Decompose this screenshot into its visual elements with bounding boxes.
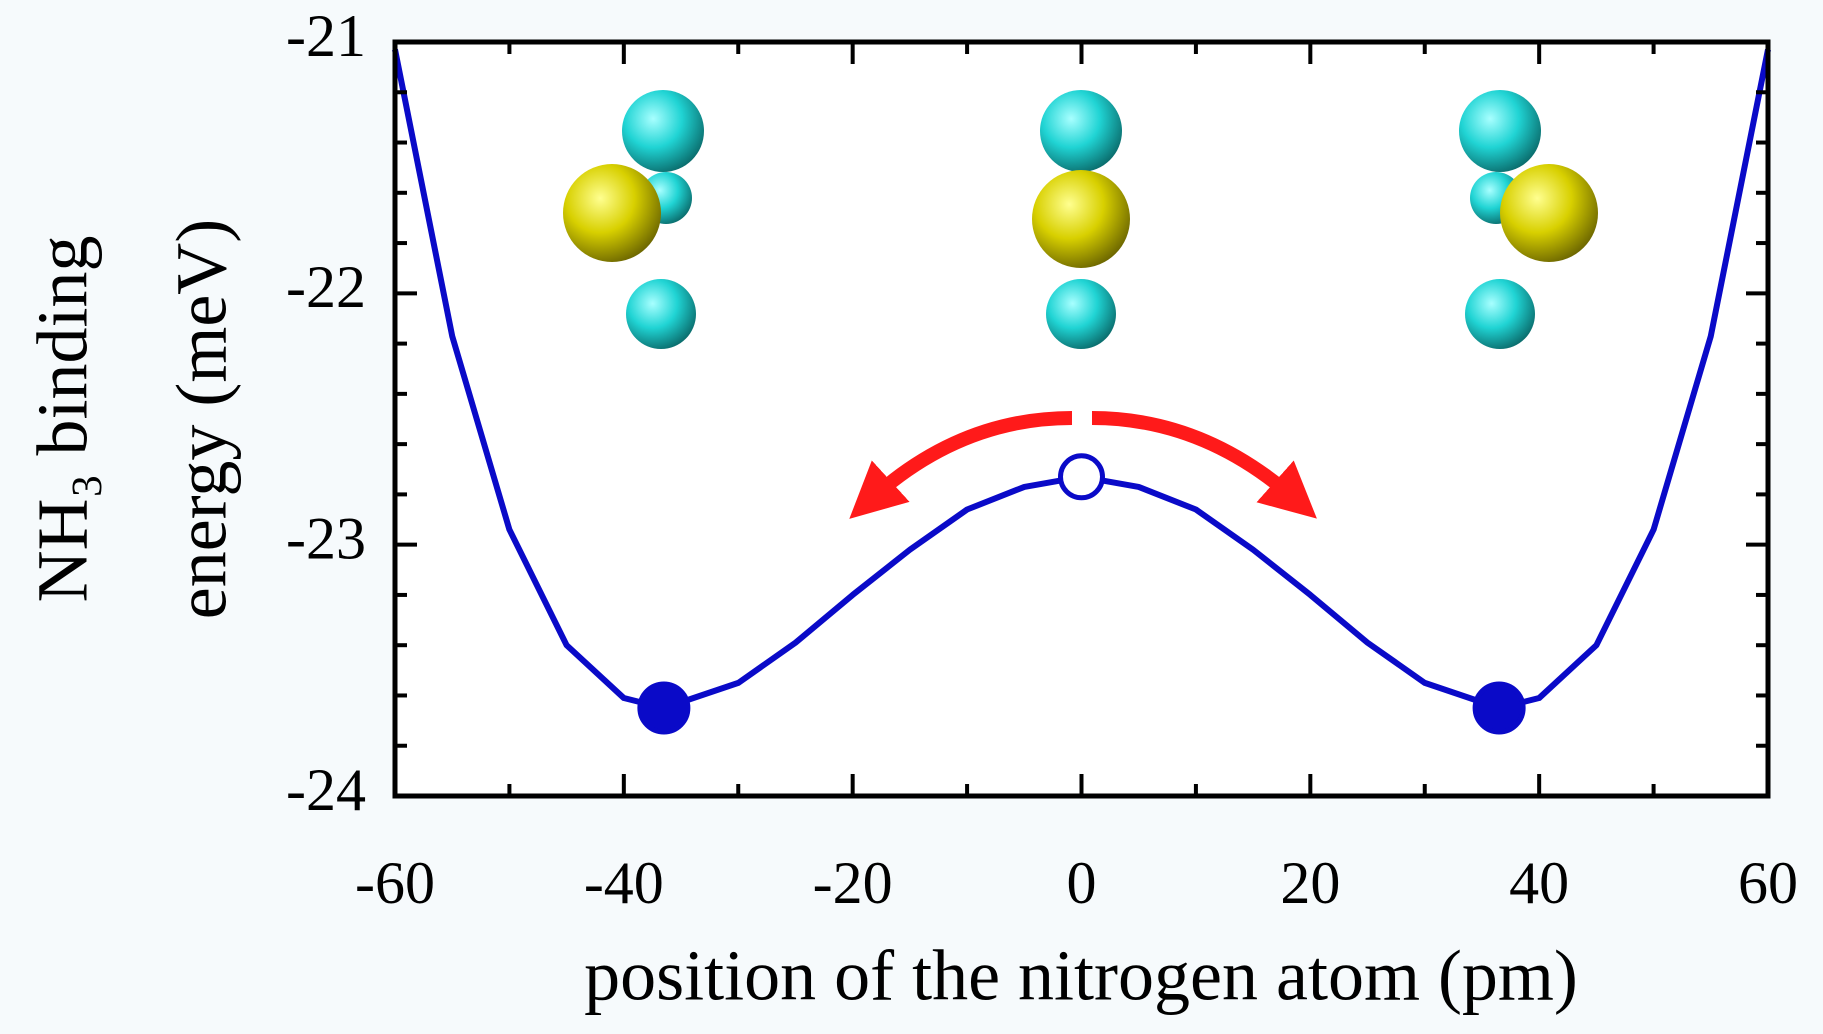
- y-tick-label: -23: [286, 505, 366, 571]
- x-axis-label: position of the nitrogen atom (pm): [584, 936, 1578, 1016]
- x-tick-label: 20: [1280, 850, 1340, 916]
- x-tick-label: -20: [813, 850, 893, 916]
- y-axis-label: NH₃ binding: [23, 235, 103, 602]
- x-tick-label: -40: [584, 850, 664, 916]
- minimum-point: [637, 681, 691, 735]
- x-tick-label: 60: [1738, 850, 1798, 916]
- x-tick-label: 0: [1067, 850, 1097, 916]
- molecule-illustrations: [563, 90, 1598, 349]
- x-tick-label: 40: [1509, 850, 1569, 916]
- y-tick-label: -22: [286, 254, 366, 320]
- y-tick-label: -21: [286, 3, 366, 69]
- x-tick-label: -60: [355, 850, 435, 916]
- maximum-point: [1058, 453, 1105, 501]
- minimum-point: [1472, 681, 1526, 735]
- arrows: [849, 411, 1317, 519]
- y-axis-label: energy (meV): [162, 219, 242, 620]
- y-tick-label: -24: [286, 757, 366, 823]
